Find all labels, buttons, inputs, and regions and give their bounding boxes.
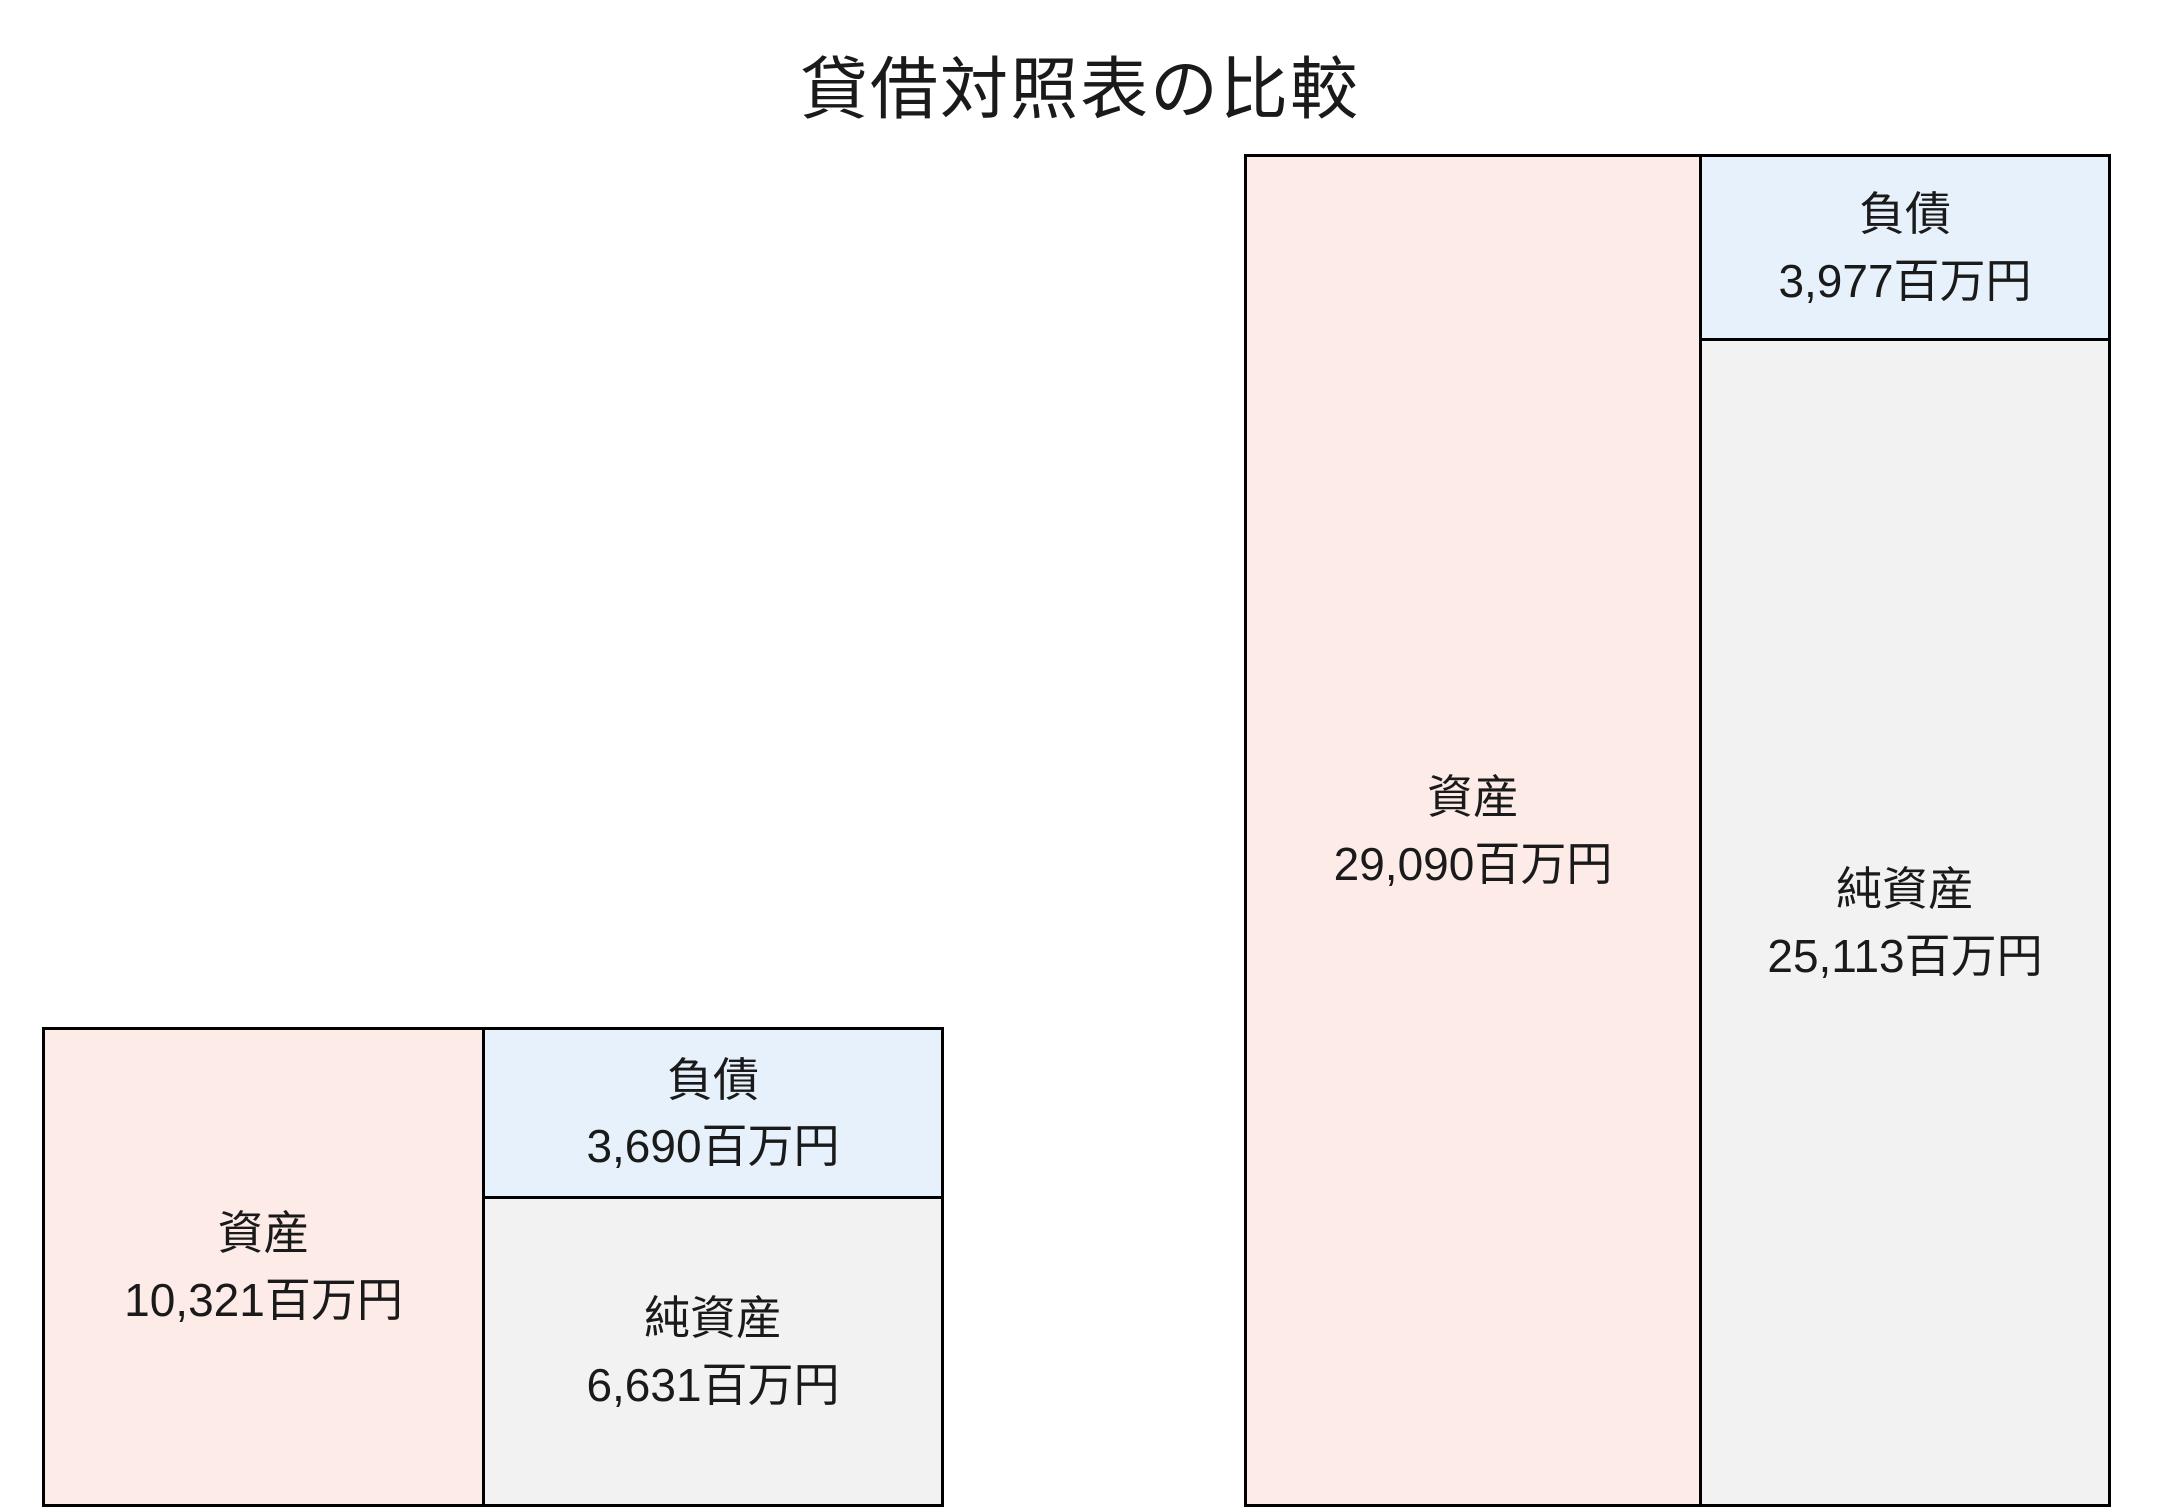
chart-title: 貸借対照表の比較 [799,52,1360,128]
assets-box: 資産 29,090百万円 [1247,157,1702,1504]
assets-label-group: 資産 29,090百万円 [1334,764,1613,897]
liabilities-box: 負債 3,690百万円 [485,1030,941,1200]
net-assets-box: 純資産 6,631百万円 [485,1199,941,1504]
assets-label: 資産 [1426,770,1519,823]
liabilities-label: 負債 [667,1053,759,1106]
assets-value: 10,321百万円 [124,1274,403,1326]
net-assets-label-group: 純資産 25,113百万円 [1767,856,2042,989]
net-assets-box: 純資産 25,113百万円 [1702,341,2108,1504]
net-assets-value: 25,113百万円 [1767,929,2043,982]
assets-label: 資産 [217,1207,310,1260]
assets-box: 資産 10,321百万円 [45,1030,485,1504]
liabilities-equity-column: 負債 3,690百万円 純資産 6,631百万円 [485,1030,941,1504]
net-assets-label: 純資産 [1836,862,1974,915]
liabilities-label-group: 負債 3,690百万円 [586,1047,839,1180]
liabilities-label: 負債 [1859,187,1951,240]
assets-label-group: 資産 10,321百万円 [124,1200,403,1333]
balance-sheet-left: 資産 10,321百万円 負債 3,690百万円 純資産 6,631百万円 [42,1027,944,1507]
balance-sheet-right: 資産 29,090百万円 負債 3,977百万円 純資産 25,113百万円 [1244,154,2111,1507]
liabilities-value: 3,977百万円 [1778,254,2032,307]
liabilities-equity-column: 負債 3,977百万円 純資産 25,113百万円 [1702,157,2108,1504]
net-assets-label-group: 純資産 6,631百万円 [586,1285,839,1418]
liabilities-box: 負債 3,977百万円 [1702,157,2108,342]
net-assets-label: 純資産 [644,1292,782,1345]
liabilities-label-group: 負債 3,977百万円 [1778,181,2031,314]
assets-value: 29,090百万円 [1333,837,1613,890]
liabilities-value: 3,690百万円 [586,1120,840,1173]
net-assets-value: 6,631百万円 [586,1358,840,1411]
